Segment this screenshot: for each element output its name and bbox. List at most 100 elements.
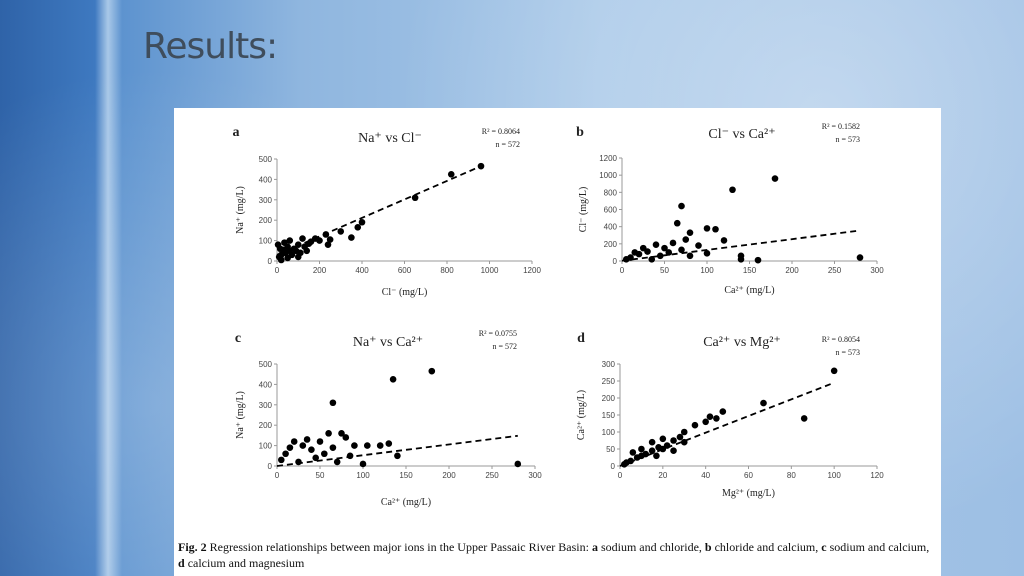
data-point <box>691 421 699 429</box>
x-tick-label: 800 <box>440 266 454 275</box>
x-axis-label: Mg²⁺ (mg/L) <box>722 488 775 499</box>
x-tick-label: 300 <box>528 471 542 480</box>
data-point <box>316 438 324 445</box>
data-point <box>680 428 688 436</box>
data-point <box>676 433 684 441</box>
data-point <box>359 460 367 468</box>
y-tick-label: 300 <box>259 196 273 205</box>
x-tick-label: 0 <box>620 266 625 275</box>
data-point <box>303 247 311 255</box>
caption-part: calcium and magnesium <box>184 556 305 570</box>
data-point <box>830 367 838 375</box>
x-tick-label: 120 <box>870 471 884 480</box>
data-point <box>282 450 289 458</box>
data-point <box>639 244 647 252</box>
data-point <box>648 438 656 446</box>
y-tick-label: 0 <box>268 257 273 266</box>
data-point <box>385 440 393 447</box>
x-tick-label: 50 <box>660 266 669 275</box>
y-tick-label: 0 <box>611 462 616 471</box>
panel-letter: b <box>576 125 584 140</box>
r-squared: R² = 0.8054 <box>822 335 860 344</box>
y-tick-label: 400 <box>259 380 273 389</box>
r-squared: R² = 0.0755 <box>479 329 517 338</box>
data-point <box>308 446 315 453</box>
r-squared: R² = 0.1582 <box>822 122 860 131</box>
x-tick-label: 100 <box>700 266 714 275</box>
data-point <box>754 256 762 264</box>
r-squared: R² = 0.8064 <box>482 127 520 136</box>
data-point <box>394 452 401 460</box>
data-point <box>631 249 639 256</box>
data-point <box>324 241 332 248</box>
panel-letter: c <box>235 331 241 346</box>
trend-line <box>276 434 518 467</box>
y-tick-label: 250 <box>602 377 616 386</box>
data-point <box>719 408 727 415</box>
data-point <box>277 256 285 264</box>
data-point <box>333 458 341 466</box>
chart-title: Na⁺ vs Cl⁻ <box>358 131 422 146</box>
data-point <box>682 236 690 243</box>
data-point <box>346 452 354 460</box>
y-axis-label: Ca²⁺ (mg/L) <box>576 390 587 440</box>
caption-part: chloride and calcium, <box>711 540 822 554</box>
data-point <box>411 194 419 202</box>
sample-size: n = 573 <box>835 348 860 357</box>
data-point <box>338 430 345 437</box>
x-tick-label: 60 <box>744 471 753 480</box>
caption-part: Fig. 2 <box>178 540 207 554</box>
data-point <box>729 186 736 194</box>
x-axis-label: Ca²⁺ (mg/L) <box>381 497 431 508</box>
y-tick-label: 300 <box>602 360 616 369</box>
x-tick-label: 200 <box>785 266 799 275</box>
data-point <box>299 442 307 449</box>
x-tick-label: 0 <box>275 471 280 480</box>
data-point <box>325 430 332 437</box>
sample-size: n = 572 <box>495 140 520 149</box>
y-tick-label: 0 <box>268 462 273 471</box>
data-point <box>856 254 864 261</box>
caption-part: sodium and chloride, <box>597 540 705 554</box>
x-tick-label: 1000 <box>481 266 499 275</box>
data-point <box>695 242 702 249</box>
x-tick-label: 200 <box>313 266 327 275</box>
caption-part: Regression relationships between major i… <box>206 540 592 554</box>
x-tick-label: 0 <box>618 471 623 480</box>
data-point <box>364 442 371 449</box>
y-tick-label: 200 <box>259 421 273 430</box>
data-point <box>290 438 298 445</box>
data-point <box>706 413 714 421</box>
data-point <box>351 442 358 449</box>
x-tick-label: 150 <box>399 471 413 480</box>
x-tick-label: 80 <box>787 471 796 480</box>
data-point <box>720 237 728 244</box>
data-point <box>665 249 673 256</box>
x-tick-label: 200 <box>442 471 456 480</box>
data-point <box>321 450 328 458</box>
data-point <box>702 418 709 426</box>
chart-title: Ca²⁺ vs Mg²⁺ <box>703 335 781 350</box>
data-point <box>800 415 808 422</box>
data-point <box>661 244 668 252</box>
data-point <box>653 452 660 460</box>
slide-title: Results: <box>143 26 278 67</box>
data-point <box>771 175 779 182</box>
caption-part: b <box>704 540 712 554</box>
data-point <box>342 434 350 441</box>
data-point <box>299 235 306 242</box>
data-point <box>703 249 711 257</box>
x-axis-label: Ca²⁺ (mg/L) <box>724 285 774 296</box>
y-tick-label: 100 <box>259 442 273 451</box>
data-point <box>376 442 384 449</box>
data-point <box>354 224 362 231</box>
figure-panel <box>174 108 941 576</box>
data-point <box>656 252 664 260</box>
x-tick-label: 100 <box>827 471 841 480</box>
x-tick-label: 250 <box>485 471 499 480</box>
x-axis-label: Cl⁻ (mg/L) <box>382 287 428 298</box>
y-tick-label: 600 <box>604 206 618 215</box>
x-tick-label: 1200 <box>523 266 541 275</box>
